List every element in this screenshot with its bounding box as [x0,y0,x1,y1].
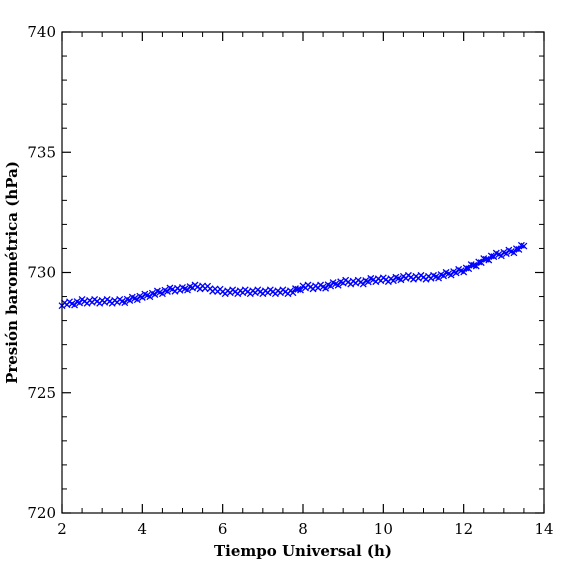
y-axis-title: Presión barométrica (hPa) [3,161,21,384]
data-point [184,286,191,294]
data-point [76,299,84,307]
data-point [485,256,493,264]
x-tick-label: 12 [454,520,473,538]
data-point [435,274,443,282]
data-point [497,252,505,260]
data-point [126,297,134,304]
data-point [465,265,473,273]
data-point [322,284,330,292]
data-point [490,253,498,261]
data-point [289,289,297,297]
y-tick-label: 735 [27,143,56,161]
x-tick-label: 6 [218,520,228,538]
data-point [334,281,342,289]
data-point [71,301,79,309]
data-point [138,294,146,301]
label-layer: 2 4 6 8 10 12 14 720 725 730 735 740 [27,23,553,538]
y-tick-label: 740 [27,23,56,41]
x-tick-label: 8 [298,520,308,538]
data-point [327,282,335,290]
data-point [397,276,405,284]
data-point [163,288,171,295]
x-tick-label: 2 [57,520,67,538]
data-point [520,242,528,250]
data-point [440,272,448,280]
series-0 [58,241,528,310]
data-point [472,262,480,270]
data-point [158,290,166,298]
y-tick-label: 730 [27,264,56,282]
data-point [133,296,141,304]
y-tick-label: 725 [27,384,56,402]
data-point [146,293,154,301]
x-axis-title: Tiempo Universal (h) [214,542,392,560]
tick-layer [61,31,545,514]
data-point [389,277,397,285]
data-point [452,269,460,277]
x-tick-label: 14 [534,520,553,538]
data-point [502,250,510,258]
data-point [447,271,455,279]
data-point [510,249,518,257]
data-point [515,245,523,253]
x-tick-label: 4 [138,520,148,538]
data-point [460,268,468,276]
data-point [121,299,129,307]
data-point [151,291,159,298]
series-layer [58,241,528,310]
data-point [477,259,485,267]
data-point [364,278,372,286]
x-tick-label: 10 [374,520,393,538]
data-point [297,286,304,294]
plot-frame [61,31,545,514]
data-point [359,280,367,288]
y-tick-label: 720 [27,504,56,522]
